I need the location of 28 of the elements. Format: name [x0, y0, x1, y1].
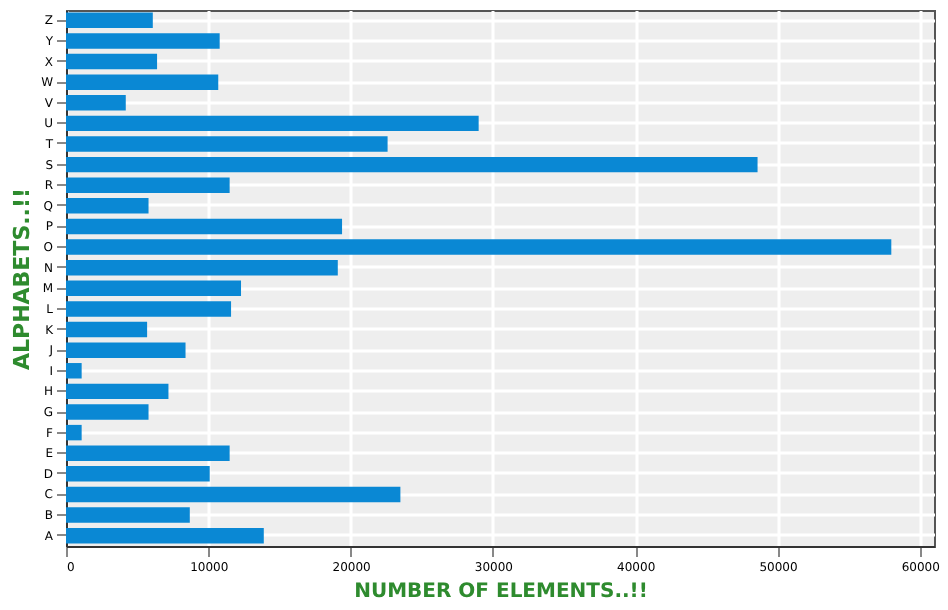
bar: [66, 74, 219, 90]
bar: [66, 383, 169, 400]
bar: [66, 136, 388, 152]
bar: [66, 321, 148, 338]
bar: [66, 301, 232, 317]
bar: [66, 424, 82, 441]
bar: [66, 445, 230, 461]
bar: [66, 115, 479, 132]
bar: [66, 259, 338, 276]
bar: [66, 527, 264, 544]
bar: [66, 239, 892, 255]
bar: [66, 363, 82, 379]
bar: [66, 53, 158, 70]
bar: [66, 404, 149, 420]
bar: [66, 177, 230, 193]
bar: [66, 33, 220, 49]
bar: [66, 95, 126, 111]
x-axis-title: NUMBER OF ELEMENTS..!!: [354, 581, 648, 603]
bar: [66, 342, 186, 358]
bar: [66, 486, 401, 503]
bar: [66, 466, 210, 482]
bar: [66, 280, 242, 297]
bar: [66, 218, 343, 235]
bar: [66, 12, 153, 29]
bar: [66, 507, 190, 523]
bar: [66, 156, 758, 173]
bar: [66, 198, 149, 214]
y-axis-title: ALPHABETS..!!: [9, 187, 36, 371]
